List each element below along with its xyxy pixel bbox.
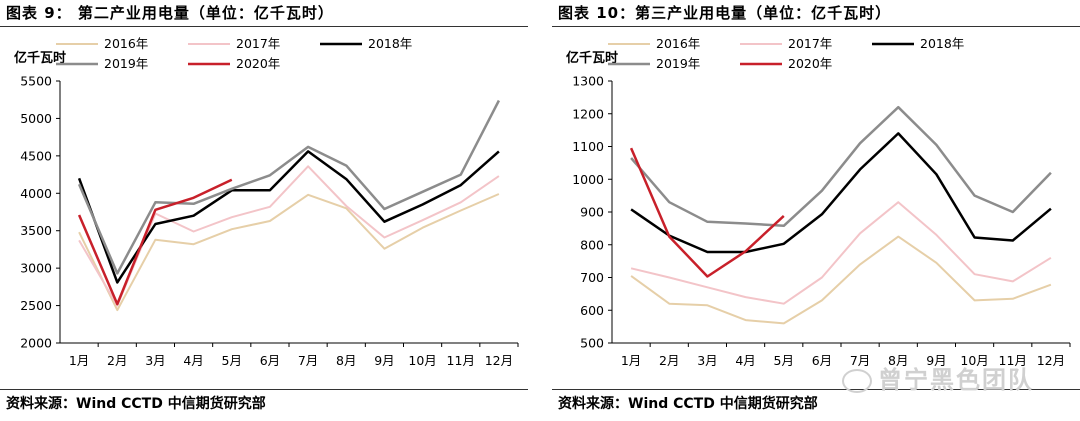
legend-label: 2019年 xyxy=(104,56,148,71)
y-axis-label: 亿千瓦时 xyxy=(14,50,66,66)
x-tick-label: 4月 xyxy=(735,353,755,368)
legend-label: 2016年 xyxy=(656,36,700,51)
y-tick-label: 2000 xyxy=(20,336,52,351)
y-tick-label: 1300 xyxy=(572,74,604,89)
watermark: 曾宁黑色团队 xyxy=(842,360,1034,395)
x-tick-label: 9月 xyxy=(926,353,946,368)
x-tick-label: 8月 xyxy=(888,353,908,368)
line-chart-secondary-industry: 亿千瓦时 2000 2500 3000 3500 4000 4500 5000 5500 1月 2月… xyxy=(14,36,519,368)
series-line-2016年 xyxy=(630,235,1052,325)
source-divider xyxy=(0,389,528,390)
x-tick-label: 5月 xyxy=(222,353,242,368)
series-line-2016年 xyxy=(78,193,500,312)
series-line-2020年 xyxy=(77,178,233,306)
x-tick-label: 7月 xyxy=(298,353,318,368)
y-tick-label: 700 xyxy=(580,270,604,285)
x-tick-label: 2月 xyxy=(107,353,127,368)
source-divider xyxy=(552,389,1080,390)
x-tick-label: 2月 xyxy=(659,353,679,368)
y-tick-label: 1100 xyxy=(572,139,604,154)
x-tick-label: 11月 xyxy=(447,353,475,368)
y-tick-label: 600 xyxy=(580,303,604,318)
title-divider xyxy=(0,26,528,27)
x-tick-label: 1月 xyxy=(69,353,89,368)
y-tick-label: 2500 xyxy=(20,298,52,313)
y-tick-label: 4500 xyxy=(20,148,52,163)
x-tick-label: 6月 xyxy=(812,353,832,368)
chart-panel-left: 图表 9： 第二产业用电量（单位：亿千瓦时） 亿千瓦时 2000 2500 3000 3… xyxy=(0,0,530,421)
series-line-2017年 xyxy=(630,201,1052,305)
legend-label: 2020年 xyxy=(788,56,832,71)
y-tick-label: 3000 xyxy=(20,261,52,276)
figure-title: 图表 9： 第二产业用电量（单位：亿千瓦时） xyxy=(6,4,334,22)
chart-panel-right: 图表 10：第三产业用电量（单位：亿千瓦时） 亿千瓦时 500 600 700 800 9… xyxy=(552,0,1080,421)
y-tick-label: 5500 xyxy=(20,74,52,89)
series-line-2018年 xyxy=(77,150,500,284)
x-tick-label: 3月 xyxy=(697,353,717,368)
legend-label: 2018年 xyxy=(920,36,964,51)
y-tick-label: 5000 xyxy=(20,111,52,126)
series-line-2020年 xyxy=(629,147,785,278)
wechat-icon xyxy=(842,369,872,393)
series-line-2019年 xyxy=(630,105,1052,228)
x-tick-label: 12月 xyxy=(485,353,513,368)
y-tick-label: 800 xyxy=(580,237,604,252)
legend-label: 2019年 xyxy=(656,56,700,71)
x-tick-label: 7月 xyxy=(850,353,870,368)
x-tick-label: 8月 xyxy=(336,353,356,368)
x-tick-label: 4月 xyxy=(183,353,203,368)
x-tick-label: 12月 xyxy=(1037,353,1065,368)
y-axis-label: 亿千瓦时 xyxy=(566,50,618,66)
legend-label: 2020年 xyxy=(236,56,280,71)
y-tick-label: 1200 xyxy=(572,106,604,121)
x-tick-label: 1月 xyxy=(621,353,641,368)
source-note: 资料来源：Wind CCTD 中信期货研究部 xyxy=(6,396,266,412)
legend-label: 2017年 xyxy=(788,36,832,51)
legend-label: 2016年 xyxy=(104,36,148,51)
x-tick-label: 5月 xyxy=(774,353,794,368)
series-line-2018年 xyxy=(630,132,1052,254)
x-tick-label: 3月 xyxy=(145,353,165,368)
y-tick-label: 500 xyxy=(580,336,604,351)
x-tick-label: 11月 xyxy=(999,353,1027,368)
legend-label: 2017年 xyxy=(236,36,280,51)
x-tick-label: 10月 xyxy=(408,353,436,368)
title-divider xyxy=(552,26,1080,27)
source-note: 资料来源：Wind CCTD 中信期货研究部 xyxy=(558,396,818,412)
series-line-2017年 xyxy=(78,165,500,307)
figure-title: 图表 10：第三产业用电量（单位：亿千瓦时） xyxy=(558,4,892,22)
y-tick-label: 1000 xyxy=(572,172,604,187)
x-tick-label: 6月 xyxy=(260,353,280,368)
x-tick-label: 10月 xyxy=(960,353,988,368)
y-tick-label: 4000 xyxy=(20,186,52,201)
x-tick-label: 9月 xyxy=(374,353,394,368)
y-tick-label: 900 xyxy=(580,205,604,220)
y-tick-label: 3500 xyxy=(20,223,52,238)
line-chart-tertiary-industry: 亿千瓦时 500 600 700 800 900 1000 1100 1200 1300 1月 2月 3… xyxy=(566,36,1071,368)
legend-label: 2018年 xyxy=(368,36,412,51)
watermark-text: 曾宁黑色团队 xyxy=(878,366,1034,394)
series-line-2019年 xyxy=(77,99,501,275)
